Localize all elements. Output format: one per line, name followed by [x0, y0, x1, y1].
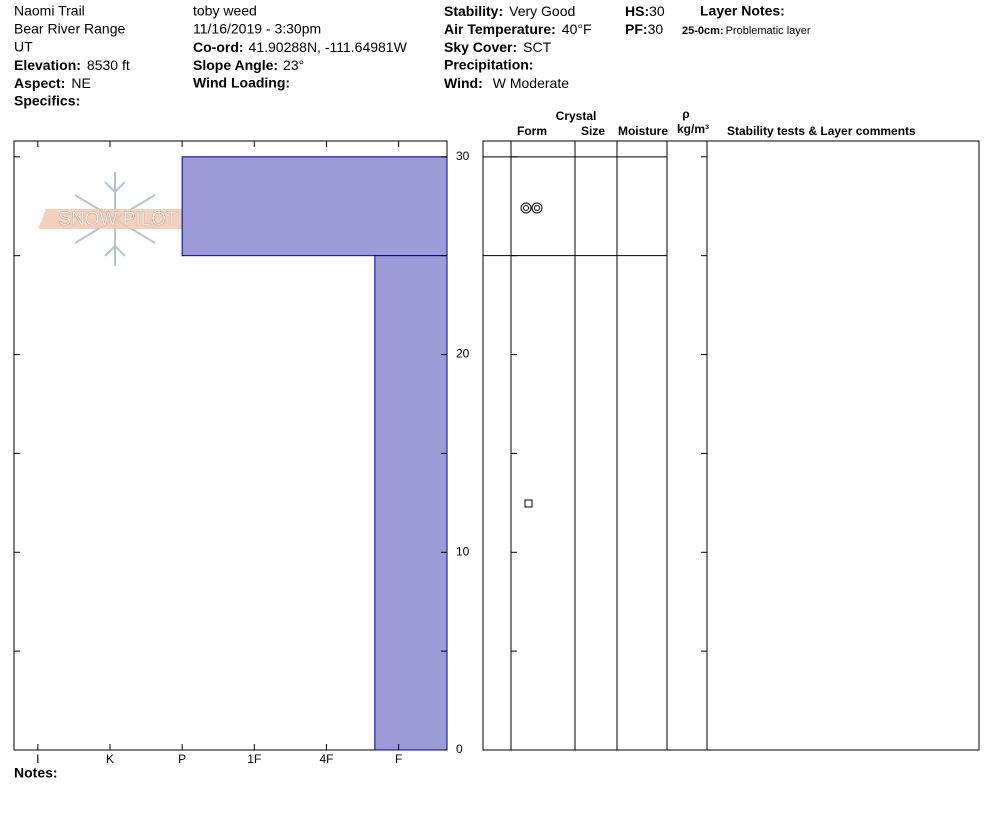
grain-symbol — [520, 202, 543, 214]
range: 25-0cm: — [682, 25, 724, 37]
value: 41.90288N, -111.64981W — [249, 39, 408, 55]
label: Co-ord: — [193, 39, 244, 55]
label: Sky Cover: — [444, 39, 517, 55]
x-tick-label: P — [178, 752, 186, 766]
precipitation: Precipitation: — [444, 57, 533, 73]
pf: PF:30 — [625, 21, 663, 37]
specifics: Specifics: — [14, 93, 80, 109]
value: SCT — [523, 39, 551, 55]
value: 23° — [283, 57, 304, 73]
value: W Moderate — [493, 75, 569, 91]
hs: HS:30 — [625, 3, 665, 19]
hardness-bar — [181, 156, 448, 257]
elevation: Elevation: 8530 ft — [14, 57, 130, 73]
x-tick-label: K — [106, 752, 114, 766]
x-tick-label: F — [395, 752, 402, 766]
observer: toby weed — [193, 3, 257, 19]
value: 40°F — [562, 21, 592, 37]
y-tick-label: 10 — [456, 544, 470, 558]
value: NE — [71, 75, 90, 91]
x-tick-label: 1F — [247, 752, 261, 766]
wind: Wind: W Moderate — [444, 75, 569, 91]
coord: Co-ord: 41.90288N, -111.64981W — [193, 39, 408, 55]
wind-loading: Wind Loading: — [193, 75, 290, 91]
label: Aspect: — [14, 75, 65, 91]
label: PF: — [625, 21, 648, 37]
table-columns — [510, 141, 708, 750]
col-header: kg/m³ — [677, 122, 709, 136]
stability: Stability: Very Good — [444, 3, 575, 19]
datetime: 11/16/2019 - 3:30pm — [193, 21, 321, 37]
location: UT — [14, 39, 33, 55]
location: Bear River Range — [14, 21, 125, 37]
x-tick-label: 4F — [319, 752, 333, 766]
table-frame — [482, 140, 980, 751]
label: Slope Angle: — [193, 57, 278, 73]
air-temperature: Air Temperature: 40°F — [444, 21, 592, 37]
logo-text: SNOW PILOT — [58, 209, 178, 230]
layer-notes: Layer Notes: — [700, 3, 785, 19]
value: 30 — [649, 3, 665, 19]
y-tick-label: 0 — [456, 742, 463, 756]
col-header: Size — [581, 124, 605, 138]
grain-symbol — [524, 499, 533, 508]
label: Stability: — [444, 3, 503, 19]
y-tick-label: 30 — [456, 149, 470, 163]
label: Air Temperature: — [444, 21, 556, 37]
col-header: Stability tests & Layer comments — [727, 124, 916, 138]
aspect: Aspect: NE — [14, 75, 91, 91]
col-header: Form — [517, 124, 547, 138]
notes: Notes: — [14, 765, 58, 781]
slope-angle: Slope Angle: 23° — [193, 57, 304, 73]
value: 8530 ft — [87, 57, 130, 73]
value: Very Good — [509, 3, 575, 19]
layer-note: 25-0cm: Problematic layer — [682, 25, 811, 37]
y-tick-label: 20 — [456, 347, 470, 361]
hardness-bar — [374, 255, 448, 751]
location: Naomi Trail — [14, 3, 85, 19]
col-header: ρ — [682, 107, 689, 121]
col-header: Crystal — [556, 109, 597, 123]
col-header: Moisture — [618, 124, 668, 138]
label: Elevation: — [14, 57, 81, 73]
sky-cover: Sky Cover: SCT — [444, 39, 552, 55]
label: Wind: — [444, 75, 483, 91]
value: 30 — [648, 21, 664, 37]
label: HS: — [625, 3, 649, 19]
x-tick-label: I — [36, 752, 39, 766]
note: Problematic layer — [726, 25, 811, 37]
logo-band — [38, 209, 196, 229]
